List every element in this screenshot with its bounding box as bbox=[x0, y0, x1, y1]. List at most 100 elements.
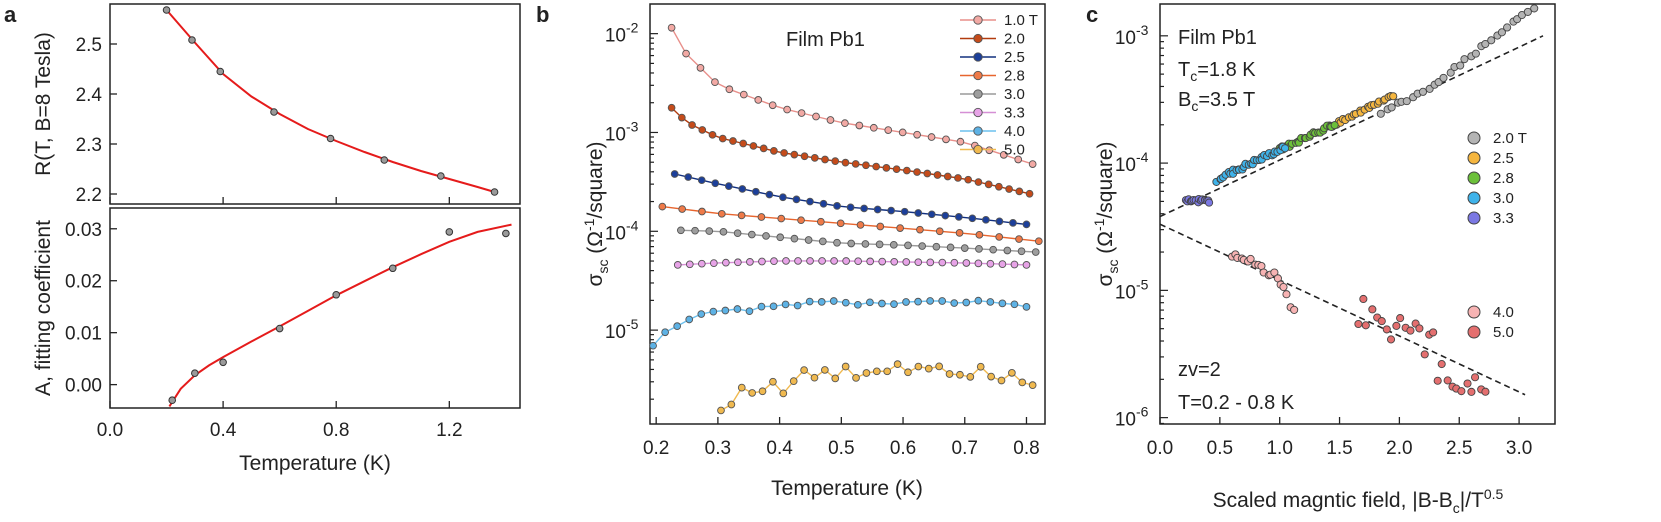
b-series-point bbox=[677, 226, 685, 235]
b-series-point bbox=[962, 259, 971, 267]
b-series-point bbox=[841, 362, 850, 371]
b-series-point bbox=[705, 227, 714, 235]
b-series-point bbox=[727, 400, 736, 409]
b-series-point bbox=[833, 202, 841, 210]
b-xtick-label: 0.8 bbox=[1013, 438, 1039, 459]
b-series-point bbox=[962, 298, 971, 307]
b-series-point bbox=[805, 297, 814, 306]
b-legend-label: 3.0 bbox=[1004, 86, 1025, 103]
b-series-point bbox=[779, 193, 787, 202]
b-series-point bbox=[737, 383, 746, 392]
b-series-point bbox=[739, 90, 748, 99]
c-series-point bbox=[1205, 198, 1214, 207]
log-ytick-exponent: -3 bbox=[626, 118, 639, 134]
b-series-point bbox=[927, 210, 936, 219]
b-series-point bbox=[661, 328, 669, 337]
b-series-point bbox=[1028, 381, 1037, 390]
c-series-point bbox=[1418, 87, 1428, 96]
panel-a-top-fit bbox=[165, 9, 495, 193]
c-series-point bbox=[1439, 73, 1448, 82]
b-series-point bbox=[754, 96, 763, 104]
b-series-point bbox=[836, 219, 845, 228]
b-series-point bbox=[1022, 220, 1031, 229]
b-series-point bbox=[1025, 189, 1034, 198]
b-series-point bbox=[1018, 378, 1027, 387]
c-series-point bbox=[1497, 28, 1506, 37]
log-ytick-label: 10 bbox=[605, 124, 626, 145]
a-bot-point bbox=[168, 396, 177, 405]
b-series-point bbox=[873, 205, 882, 214]
a-top-ytick-label: 2.3 bbox=[76, 135, 102, 156]
a-bot-ytick-label: 0.01 bbox=[65, 324, 102, 345]
c-series-point bbox=[1270, 268, 1279, 277]
b-series-point bbox=[722, 258, 730, 267]
c-series-point bbox=[1460, 55, 1469, 64]
b-series-point bbox=[765, 190, 774, 199]
b-series-point bbox=[878, 257, 887, 266]
b-series-point bbox=[719, 227, 728, 236]
panel-c-y-axis: 10-610-510-410-3 bbox=[1115, 22, 1168, 431]
b-series-point bbox=[854, 257, 862, 266]
panel-b-chart: 10-510-410-310-2 0.2 0.3 0.4 0.5 0.6 0.7 0.8 F… bbox=[581, 3, 1046, 500]
c-series-point bbox=[1377, 317, 1386, 326]
b-series-point bbox=[746, 258, 754, 266]
b-series-point bbox=[935, 227, 944, 236]
c-series-point bbox=[1503, 23, 1512, 32]
a-top-ytick-label: 2.5 bbox=[76, 35, 102, 56]
a-top-point bbox=[162, 6, 171, 14]
c-xtick-label: 0.5 bbox=[1207, 438, 1233, 459]
c-legend-marker bbox=[1467, 325, 1481, 339]
b-series-point bbox=[941, 211, 950, 220]
b-series-point bbox=[854, 300, 862, 309]
c-series-point bbox=[1359, 294, 1368, 304]
b-series-point bbox=[806, 257, 814, 265]
b-series-point bbox=[914, 209, 923, 217]
c-series-point bbox=[1402, 97, 1411, 106]
c-lower-fit-line bbox=[1159, 223, 1526, 396]
c-legend-label: 2.0 T bbox=[1493, 130, 1527, 147]
b-legend-label: 2.8 bbox=[1004, 68, 1025, 85]
b-series-point bbox=[942, 135, 950, 144]
c-series-point bbox=[1437, 360, 1446, 369]
c-legend-label: 2.8 bbox=[1493, 170, 1514, 187]
a-top-point bbox=[380, 156, 389, 164]
c-series-point bbox=[1481, 387, 1490, 396]
c-series-point bbox=[1429, 328, 1438, 337]
b-series-point bbox=[860, 204, 868, 213]
b-series-point bbox=[841, 119, 849, 128]
b-series-point bbox=[914, 258, 923, 267]
b-series-point bbox=[781, 300, 790, 309]
b-series-point bbox=[882, 164, 891, 172]
b-series-point bbox=[1031, 248, 1040, 256]
b-series-point bbox=[711, 78, 719, 86]
b-series-point bbox=[856, 221, 865, 229]
b-series-point bbox=[677, 113, 686, 122]
b-series-point bbox=[1034, 237, 1043, 246]
b-series-point bbox=[770, 257, 778, 265]
c-series-point bbox=[1376, 109, 1385, 118]
c-series-point bbox=[1389, 92, 1398, 101]
c-xtick-label: 1.0 bbox=[1266, 438, 1292, 459]
b-series-point bbox=[831, 374, 840, 383]
b-series-point bbox=[875, 240, 884, 249]
a-top-fit-line bbox=[165, 9, 495, 193]
b-series-point bbox=[841, 298, 850, 307]
b-series-point bbox=[852, 374, 860, 382]
b-series-point bbox=[935, 362, 944, 371]
b-series-point bbox=[926, 297, 934, 305]
c-series-point bbox=[1443, 376, 1452, 385]
b-series-point bbox=[1022, 303, 1031, 311]
c-legend-marker bbox=[1467, 305, 1481, 319]
b-series-point bbox=[810, 373, 819, 382]
b-series-point bbox=[724, 182, 733, 190]
panel-a-bottom-ylabel: A, fitting coefficient bbox=[32, 220, 55, 396]
b-series-point bbox=[964, 175, 973, 184]
c-series-point bbox=[1463, 379, 1472, 388]
b-series-point bbox=[682, 49, 690, 58]
c-series-point bbox=[1290, 305, 1299, 314]
b-xtick-label: 0.3 bbox=[705, 438, 731, 459]
a-bot-point bbox=[219, 358, 227, 367]
c-series-point bbox=[1471, 49, 1480, 58]
b-series-point bbox=[989, 245, 998, 254]
b-series-point bbox=[1028, 160, 1037, 168]
